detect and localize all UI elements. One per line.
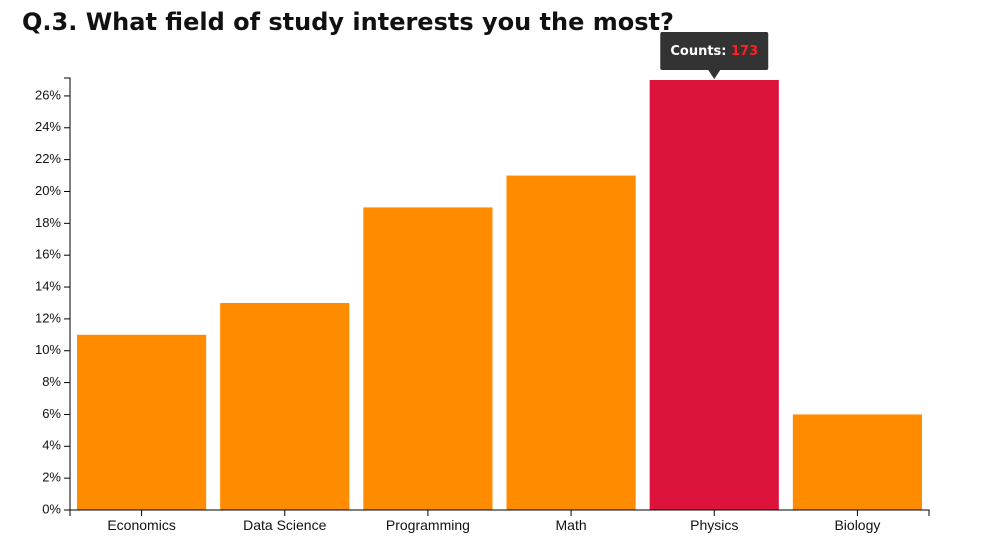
- y-axis-line: [64, 77, 71, 511]
- y-tick-label: 14%: [35, 278, 61, 293]
- tooltip-value: 173: [731, 44, 758, 59]
- bar-biology[interactable]: [792, 414, 922, 510]
- y-tick-label: 0%: [42, 501, 61, 516]
- tooltip-label: Counts:: [670, 44, 731, 59]
- y-tick-label: 6%: [42, 406, 61, 421]
- tooltip-text: Counts: 173: [670, 44, 758, 59]
- tooltip: Counts: 173: [660, 32, 769, 79]
- y-tick-label: 18%: [35, 215, 61, 230]
- x-tick-label: Physics: [690, 517, 738, 533]
- bar-economics[interactable]: [77, 334, 207, 510]
- y-tick-label: 22%: [35, 151, 61, 166]
- y-tick-label: 24%: [35, 119, 61, 134]
- x-axis: Economics Data Science Programming Math Phys…: [69, 509, 930, 533]
- bar-math[interactable]: [506, 175, 636, 511]
- tooltip-arrow: [708, 70, 721, 79]
- x-tick-label: Biology: [834, 517, 880, 533]
- bar-programming[interactable]: [363, 207, 493, 510]
- x-axis-line: [69, 509, 930, 516]
- y-tick-label: 2%: [42, 470, 61, 485]
- bar-data-science[interactable]: [220, 302, 350, 510]
- chart-title: Q.3. What field of study interests you t…: [22, 8, 674, 36]
- x-tick-label: Data Science: [243, 517, 326, 533]
- bar-physics[interactable]: [649, 80, 779, 510]
- y-tick-label: 12%: [35, 310, 61, 325]
- y-tick-label: 4%: [42, 438, 61, 453]
- y-tick-label: 10%: [35, 342, 61, 357]
- x-tick-label: Math: [556, 517, 587, 533]
- y-tick-label: 20%: [35, 183, 61, 198]
- x-tick-label: Economics: [107, 517, 175, 533]
- y-axis: 0% 2% 4% 6% 8% 10% 12% 14% 16% 18% 20% 22% 24% 26%: [35, 77, 71, 516]
- y-tick-label: 8%: [42, 374, 61, 389]
- tooltip-box: [660, 32, 769, 70]
- y-tick-label: 16%: [35, 247, 61, 262]
- bars-group: [77, 80, 922, 511]
- y-tick-label: 26%: [35, 87, 61, 102]
- x-tick-label: Programming: [386, 517, 470, 533]
